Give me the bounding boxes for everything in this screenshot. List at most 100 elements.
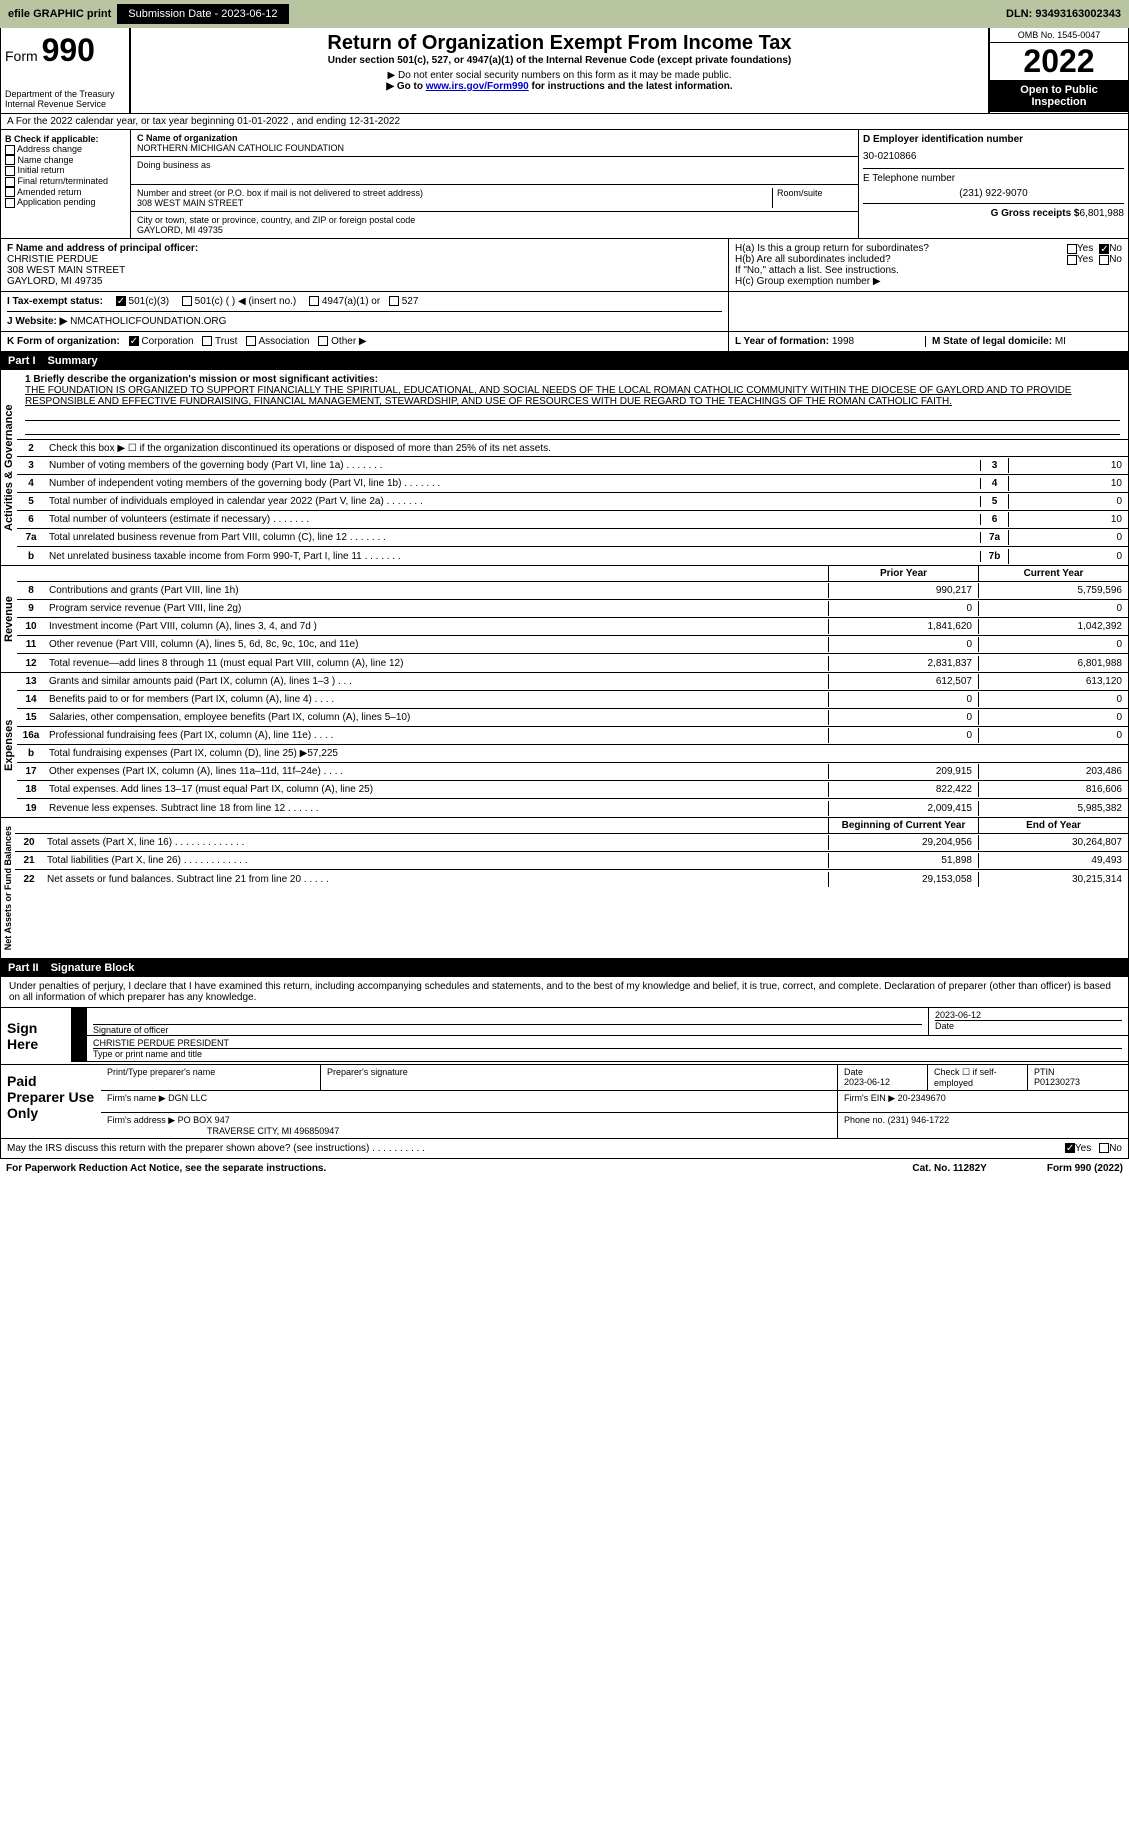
main-info: B Check if applicable: Address change Na… [0, 130, 1129, 239]
hb-no-check[interactable] [1099, 255, 1109, 265]
gross-label: G Gross receipts $ [991, 208, 1080, 219]
officer-addr2: GAYLORD, MI 49735 [7, 276, 722, 287]
firm-addr1: PO BOX 947 [178, 1115, 230, 1125]
hb-label: H(b) Are all subordinates included? [735, 254, 1067, 265]
line-19: 19Revenue less expenses. Subtract line 1… [17, 799, 1128, 817]
addr-label: Number and street (or P.O. box if mail i… [137, 188, 772, 198]
line-10: 10Investment income (Part VIII, column (… [17, 618, 1128, 636]
line-16a: 16aProfessional fundraising fees (Part I… [17, 727, 1128, 745]
discuss-yes[interactable] [1065, 1143, 1075, 1153]
name-title-label: Type or print name and title [93, 1048, 1122, 1059]
preparer-block: Paid Preparer Use Only Print/Type prepar… [0, 1065, 1129, 1139]
mission-text: THE FOUNDATION IS ORGANIZED TO SUPPORT F… [25, 385, 1120, 407]
website-label: J Website: ▶ [7, 316, 67, 327]
527-check[interactable] [389, 296, 399, 306]
website-value: NMCATHOLICFOUNDATION.ORG [70, 316, 226, 327]
prep-name-label: Print/Type preparer's name [101, 1065, 321, 1090]
row-i-j: I Tax-exempt status: 501(c)(3) 501(c) ( … [0, 292, 1129, 332]
line-12: 12Total revenue—add lines 8 through 11 (… [17, 654, 1128, 672]
year-formation-label: L Year of formation: [735, 336, 829, 347]
yes-label: Yes [1077, 243, 1093, 254]
dln: DLN: 93493163002343 [1006, 8, 1121, 20]
discuss-row: May the IRS discuss this return with the… [0, 1139, 1129, 1159]
goto-post: for instructions and the latest informat… [529, 81, 733, 92]
line-15: 15Salaries, other compensation, employee… [17, 709, 1128, 727]
form-org-label: K Form of organization: [7, 336, 120, 347]
officer-name-title: CHRISTIE PERDUE PRESIDENT [93, 1038, 1122, 1048]
signature-intro: Under penalties of perjury, I declare th… [0, 977, 1129, 1008]
checkbox-final-return-terminated: Final return/terminated [5, 176, 126, 187]
city-state-zip: GAYLORD, MI 49735 [137, 225, 852, 235]
row-k: K Form of organization: Corporation Trus… [0, 332, 1129, 352]
no-label: No [1109, 243, 1122, 254]
sign-here-block: Sign Here Signature of officer 2023-06-1… [0, 1008, 1129, 1065]
street-address: 308 WEST MAIN STREET [137, 198, 772, 208]
expenses-section: Expenses 13Grants and similar amounts pa… [0, 673, 1129, 818]
firm-phone: (231) 946-1722 [888, 1115, 950, 1125]
revenue-label: Revenue [1, 566, 17, 672]
org-name-label: C Name of organization [137, 133, 852, 143]
checkbox-name-change: Name change [5, 155, 126, 166]
state-value: MI [1055, 336, 1066, 347]
line-b: bTotal fundraising expenses (Part IX, co… [17, 745, 1128, 763]
501c3-check[interactable] [116, 296, 126, 306]
form-label: Form [5, 48, 38, 64]
governance-section: Activities & Governance 1 Briefly descri… [0, 370, 1129, 566]
goto-pre: ▶ Go to [386, 81, 425, 92]
expenses-label: Expenses [1, 673, 17, 817]
dept-irs: Internal Revenue Service [5, 99, 125, 109]
netassets-label: Net Assets or Fund Balances [1, 818, 15, 958]
line-9: 9Program service revenue (Part VIII, lin… [17, 600, 1128, 618]
prep-date: 2023-06-12 [844, 1077, 890, 1087]
firm-name: DGN LLC [168, 1093, 207, 1103]
checkbox-amended-return: Amended return [5, 187, 126, 198]
sign-here-label: Sign Here [1, 1008, 71, 1064]
netassets-section: Net Assets or Fund Balances Beginning of… [0, 818, 1129, 959]
line-13: 13Grants and similar amounts paid (Part … [17, 673, 1128, 691]
preparer-label: Paid Preparer Use Only [1, 1065, 101, 1138]
open-inspection: Open to Public Inspection [990, 80, 1128, 112]
governance-label: Activities & Governance [1, 370, 17, 565]
ein-value: 30-0210866 [863, 145, 1124, 168]
irs-link[interactable]: www.irs.gov/Form990 [426, 81, 529, 92]
date-label: Date [935, 1020, 1122, 1031]
form-number: 990 [42, 32, 95, 68]
year-formation: 1998 [832, 336, 854, 347]
line-14: 14Benefits paid to or for members (Part … [17, 691, 1128, 709]
current-year-header: Current Year [978, 566, 1128, 581]
part2-header: Part II Signature Block [0, 959, 1129, 977]
subtitle-2: ▶ Do not enter social security numbers o… [139, 70, 980, 81]
hb-yes-check[interactable] [1067, 255, 1077, 265]
hb-note: If "No," attach a list. See instructions… [735, 265, 1122, 276]
assoc-check[interactable] [246, 336, 256, 346]
room-label: Room/suite [772, 188, 852, 208]
trust-check[interactable] [202, 336, 212, 346]
state-label: M State of legal domicile: [932, 336, 1052, 347]
org-name: NORTHERN MICHIGAN CATHOLIC FOUNDATION [137, 143, 852, 153]
mission-label: 1 Briefly describe the organization's mi… [25, 374, 378, 385]
col-b-header: B Check if applicable: [5, 134, 126, 144]
arrow-icon [71, 1036, 87, 1061]
paperwork-notice: For Paperwork Reduction Act Notice, see … [6, 1163, 912, 1174]
4947-check[interactable] [309, 296, 319, 306]
gov-line-3: 3Number of voting members of the governi… [17, 457, 1128, 475]
ha-no-check[interactable] [1099, 244, 1109, 254]
form-header: Form 990 Department of the Treasury Inte… [0, 28, 1129, 114]
efile-label: efile GRAPHIC print [8, 8, 111, 20]
other-check[interactable] [318, 336, 328, 346]
gov-line-4: 4Number of independent voting members of… [17, 475, 1128, 493]
discuss-no[interactable] [1099, 1143, 1109, 1153]
ptin: P01230273 [1034, 1077, 1080, 1087]
prior-year-header: Prior Year [828, 566, 978, 581]
checkbox-initial-return: Initial return [5, 165, 126, 176]
tax-year: 2022 [990, 43, 1128, 80]
prep-sig-label: Preparer's signature [321, 1065, 838, 1090]
dept-treasury: Department of the Treasury [5, 89, 125, 99]
checkbox-application-pending: Application pending [5, 197, 126, 208]
501c-check[interactable] [182, 296, 192, 306]
self-emp-check: Check ☐ if self-employed [928, 1065, 1028, 1090]
corp-check[interactable] [129, 336, 139, 346]
ha-yes-check[interactable] [1067, 244, 1077, 254]
ha-label: H(a) Is this a group return for subordin… [735, 243, 1067, 254]
section-f-h: F Name and address of principal officer:… [0, 239, 1129, 292]
